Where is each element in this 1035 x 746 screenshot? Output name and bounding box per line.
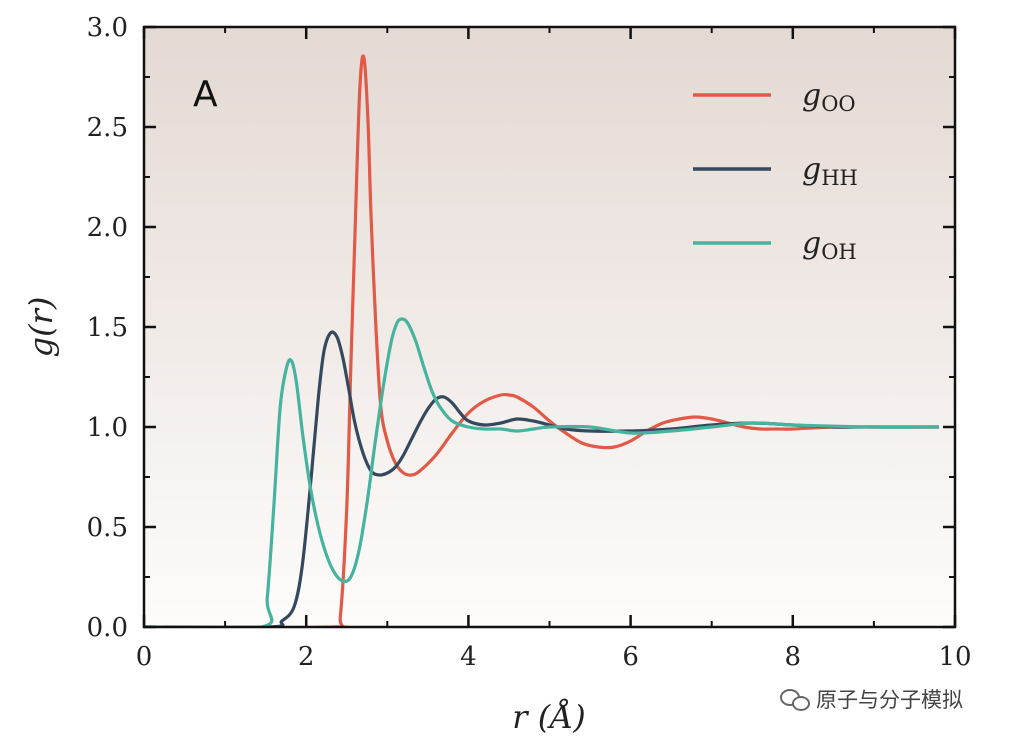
y-tick-label: 2.0 [87, 213, 128, 243]
y-axis-title: g(r) [22, 297, 60, 358]
y-tick-label: 2.5 [87, 113, 128, 143]
y-tick-label: 1.0 [87, 413, 128, 443]
legend-label-gHH: gHH [802, 152, 858, 190]
x-tick-label: 10 [938, 642, 971, 672]
y-tick-label: 3.0 [87, 13, 128, 43]
y-tick-label: 0.5 [87, 513, 128, 543]
x-tick-label: 2 [298, 642, 315, 672]
y-tick-label: 1.5 [87, 313, 128, 343]
x-tick-label: 6 [622, 642, 639, 672]
x-tick-label: 8 [785, 642, 802, 672]
x-tick-label: 4 [460, 642, 477, 672]
y-tick-label: 0.0 [87, 613, 128, 643]
series-line-gHH [144, 330, 939, 627]
wechat-icon [780, 688, 810, 711]
watermark-text: 原子与分子模拟 [816, 688, 963, 712]
series-line-gOH [144, 317, 939, 627]
x-tick-label: 0 [136, 642, 153, 672]
plot-frame [142, 25, 957, 629]
panel-label: A [193, 74, 218, 115]
plot-background [144, 27, 955, 627]
watermark: 原子与分子模拟 [780, 684, 963, 714]
x-axis-title: r (Å) [512, 698, 586, 736]
